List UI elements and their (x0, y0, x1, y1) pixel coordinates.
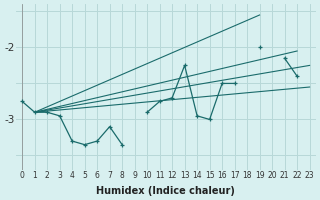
X-axis label: Humidex (Indice chaleur): Humidex (Indice chaleur) (96, 186, 235, 196)
